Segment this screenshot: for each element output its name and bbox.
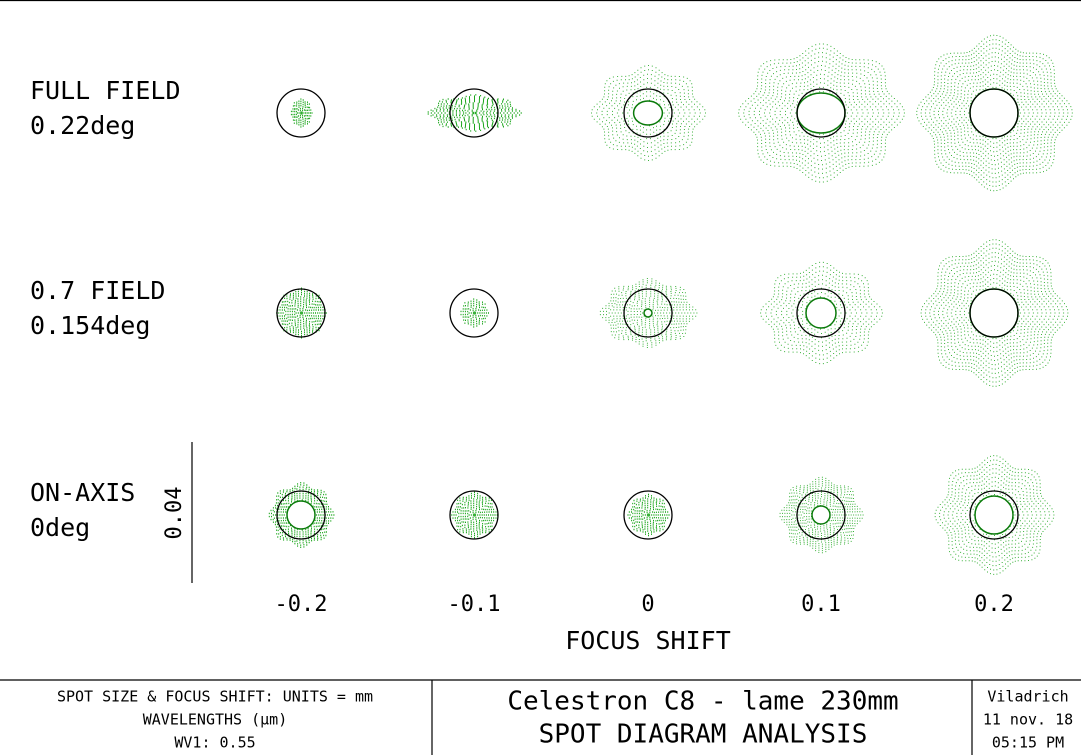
spot-dots bbox=[451, 491, 498, 539]
spot-dots bbox=[934, 455, 1055, 575]
scale-label: 0.04 bbox=[162, 487, 187, 540]
spot-hole bbox=[796, 92, 846, 134]
row-name: ON-AXIS bbox=[30, 478, 135, 507]
airy-disk bbox=[449, 288, 499, 338]
spot-hole bbox=[805, 297, 837, 329]
airy-disk bbox=[276, 288, 326, 338]
spot-hole bbox=[632, 100, 664, 126]
row-name: 0.7 FIELD bbox=[30, 276, 165, 305]
airy-disk bbox=[969, 88, 1019, 138]
airy-disk bbox=[796, 288, 846, 338]
spot-dots bbox=[760, 261, 883, 365]
time: 05:15 PM bbox=[992, 734, 1064, 752]
column-label: 0.2 bbox=[974, 592, 1014, 617]
airy-disk bbox=[796, 88, 846, 138]
date: 11 nov. 18 bbox=[983, 711, 1073, 729]
airy-disk bbox=[796, 490, 846, 540]
units-note: SPOT SIZE & FOCUS SHIFT: UNITS = mm bbox=[57, 688, 373, 706]
spot-dots bbox=[276, 287, 327, 339]
airy-disk bbox=[449, 88, 499, 138]
column-label: -0.2 bbox=[275, 592, 328, 617]
author: Viladrich bbox=[987, 688, 1068, 706]
airy-disk bbox=[623, 288, 673, 338]
title: Celestron C8 - lame 230mm bbox=[507, 687, 898, 717]
row-field: 0.22deg bbox=[30, 111, 135, 140]
spot-hole bbox=[286, 500, 316, 530]
row-field: 0deg bbox=[30, 513, 90, 542]
spot-dots bbox=[627, 493, 670, 537]
spot-dots bbox=[591, 65, 706, 161]
wavelength-value: WV1: 0.55 bbox=[174, 734, 255, 752]
spot-dots bbox=[460, 298, 489, 328]
spot-dots bbox=[427, 94, 522, 132]
airy-disk bbox=[969, 490, 1019, 540]
footer: SPOT SIZE & FOCUS SHIFT: UNITS = mm WAVE… bbox=[0, 679, 1081, 755]
spot-dots bbox=[916, 34, 1073, 192]
spot-hole bbox=[974, 495, 1014, 535]
row-name: FULL FIELD bbox=[30, 76, 181, 105]
column-label: 0 bbox=[641, 592, 654, 617]
column-label: -0.1 bbox=[448, 592, 501, 617]
airy-disk bbox=[276, 490, 326, 540]
wavelengths-note: WAVELENGTHS (µm) bbox=[143, 711, 288, 729]
airy-disk bbox=[623, 490, 673, 540]
subtitle: SPOT DIAGRAM ANALYSIS bbox=[539, 720, 868, 750]
spot-dots bbox=[290, 98, 313, 128]
airy-disk bbox=[623, 88, 673, 138]
row-field: 0.154deg bbox=[30, 311, 150, 340]
column-label: 0.1 bbox=[801, 592, 841, 617]
spot-hole bbox=[811, 505, 831, 525]
airy-disk bbox=[276, 88, 326, 138]
x-label: FOCUS SHIFT bbox=[565, 626, 731, 655]
airy-disk bbox=[449, 490, 499, 540]
spot-hole bbox=[643, 308, 653, 318]
airy-disk bbox=[969, 288, 1019, 338]
spot-dots bbox=[920, 239, 1069, 387]
spot-dots bbox=[738, 43, 905, 183]
